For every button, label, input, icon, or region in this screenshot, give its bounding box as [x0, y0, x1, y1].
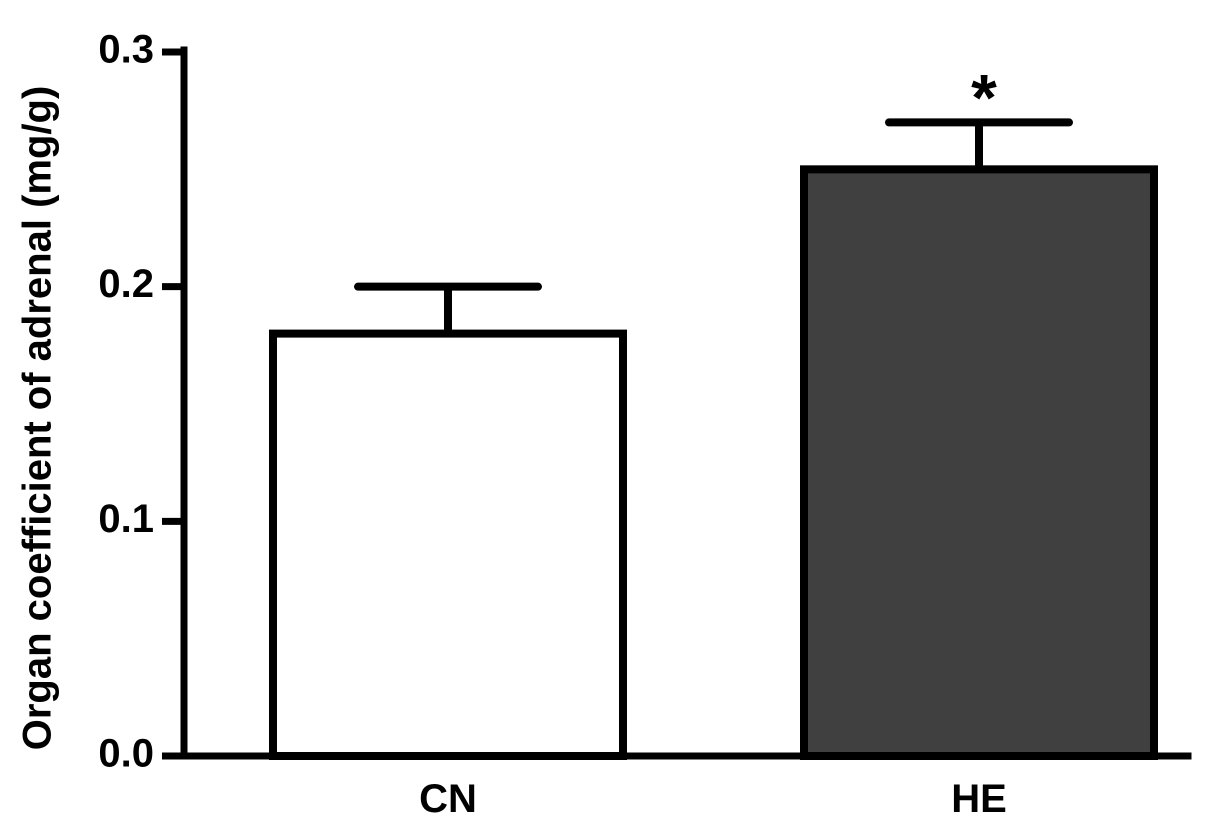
bar-cn	[269, 329, 627, 760]
axes-layer	[180, 46, 1192, 760]
bar-he	[800, 165, 1158, 761]
y-tick-label-1: 0.1	[98, 497, 154, 541]
x-labels-layer: CN HE	[419, 777, 1007, 821]
y-tick-label-3: 0.3	[98, 28, 154, 72]
significance-label-he: *	[971, 60, 997, 134]
annotations-layer: *	[971, 60, 997, 134]
x-tick-label-he: HE	[951, 777, 1007, 821]
y-tick-label-2: 0.2	[98, 262, 154, 306]
bars-layer	[269, 165, 1158, 761]
y-tick-label-0: 0.0	[98, 732, 154, 776]
y-axis-title: Organ coefficient of adrenal (mg/g)	[16, 86, 60, 751]
y-ticks-layer: 0.0 0.1 0.2 0.3	[98, 28, 184, 776]
x-tick-label-cn: CN	[419, 777, 477, 821]
error-bars-layer	[354, 118, 1073, 334]
